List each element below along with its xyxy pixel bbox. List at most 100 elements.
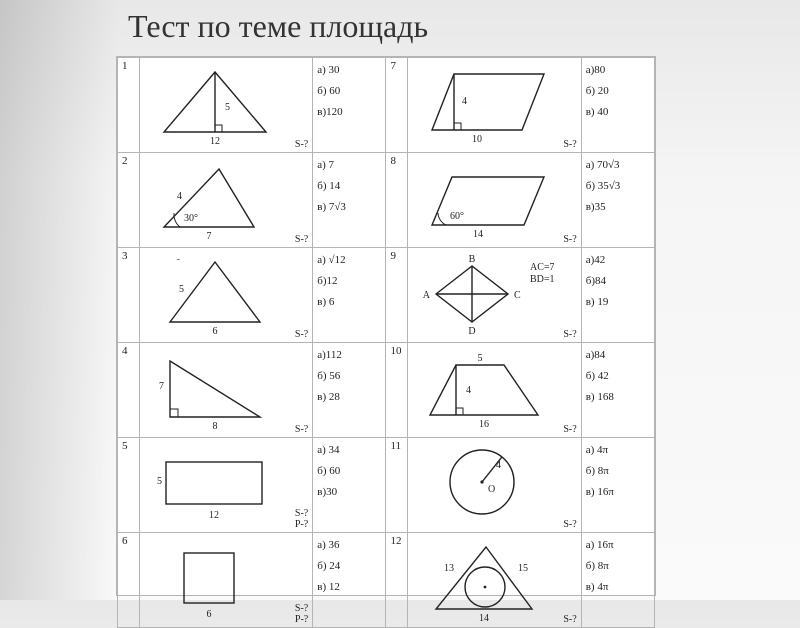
answer-option: б) 20 xyxy=(586,81,650,102)
figure-cell: 5˜6S-? xyxy=(139,248,312,343)
svg-text:˜: ˜ xyxy=(177,258,181,269)
answer-option: б) 8π xyxy=(586,556,650,577)
figure-svg: 4 10 xyxy=(412,60,576,150)
answers-cell: а) √12б)12в) 6 xyxy=(313,248,386,343)
svg-text:D: D xyxy=(469,326,476,337)
svg-text:8: 8 xyxy=(212,421,217,432)
answers-cell: а)80б) 20в) 40 xyxy=(581,58,654,153)
svg-text:A: A xyxy=(423,290,431,301)
svg-text:4: 4 xyxy=(466,385,471,396)
svg-text:14: 14 xyxy=(473,229,483,240)
figure-cell: 78S-? xyxy=(139,343,312,438)
answer-option: б)84 xyxy=(586,271,650,292)
answer-option: б) 35√3 xyxy=(586,176,650,197)
figure-caption: S-? P-? xyxy=(295,603,308,625)
answers-cell: а) 36б) 24в) 12 xyxy=(313,533,386,628)
figure-cell: 5416S-? xyxy=(408,343,581,438)
question-number: 10 xyxy=(386,343,408,438)
figure-caption: S-? xyxy=(563,329,576,340)
answer-option: в) 4π xyxy=(586,577,650,598)
figure-caption: S-? xyxy=(295,424,308,435)
answer-option: а) 16π xyxy=(586,535,650,556)
question-number: 4 xyxy=(118,343,140,438)
figure-svg: 6 xyxy=(144,535,308,625)
table-row: 5512S-? P-?а) 34б) 60в)30114OS-?а) 4πб) … xyxy=(118,438,655,533)
figure-caption: S-? xyxy=(563,424,576,435)
svg-text:10: 10 xyxy=(472,134,482,145)
figure-caption: S-? xyxy=(563,614,576,625)
answers-cell: а) 4πб) 8πв) 16π xyxy=(581,438,654,533)
figure-svg: 5˜6 xyxy=(144,250,308,340)
answer-option: а)42 xyxy=(586,250,650,271)
answer-option: а)80 xyxy=(586,60,650,81)
answer-option: б) 14 xyxy=(317,176,381,197)
answers-cell: а) 70√3б) 35√3в)35 xyxy=(581,153,654,248)
figure-cell: 60° 14 S-? xyxy=(408,153,581,248)
svg-text:BD=12: BD=12 xyxy=(530,274,554,285)
svg-text:15: 15 xyxy=(518,563,528,574)
answer-option: а) 34 xyxy=(317,440,381,461)
svg-text:12: 12 xyxy=(209,510,219,521)
svg-text:O: O xyxy=(488,484,495,495)
background-shadow xyxy=(0,0,120,600)
figure-cell: 4OS-? xyxy=(408,438,581,533)
figure-caption: S-? xyxy=(295,139,308,150)
answer-option: в) 28 xyxy=(317,387,381,408)
answer-option: б) 60 xyxy=(317,81,381,102)
svg-text:5: 5 xyxy=(225,102,230,113)
question-number: 2 xyxy=(118,153,140,248)
answer-option: в)35 xyxy=(586,197,650,218)
answer-option: а) √12 xyxy=(317,250,381,271)
svg-text:4: 4 xyxy=(496,460,501,471)
answer-option: в)30 xyxy=(317,482,381,503)
table-row: 66S-? P-?а) 36б) 24в) 1212131514S-?а) 16… xyxy=(118,533,655,628)
svg-text:13: 13 xyxy=(444,563,454,574)
svg-text:5: 5 xyxy=(157,476,162,487)
svg-text:4: 4 xyxy=(462,96,467,107)
svg-text:B: B xyxy=(469,254,476,265)
figure-cell: 4 10 S-? xyxy=(408,58,581,153)
table-row: 1512S-?а) 30б) 60в)1207410S-?а)80б) 20в)… xyxy=(118,58,655,153)
svg-text:4: 4 xyxy=(177,191,182,202)
answer-option: а) 36 xyxy=(317,535,381,556)
answer-option: б) 56 xyxy=(317,366,381,387)
figure-svg: 5416 xyxy=(412,345,576,435)
figure-cell: 13 15 14 S-? xyxy=(408,533,581,628)
figure-caption: S-? xyxy=(295,329,308,340)
figure-caption: S-? xyxy=(563,519,576,530)
answer-option: б) 60 xyxy=(317,461,381,482)
figure-svg: 13 15 14 xyxy=(412,535,576,625)
question-number: 7 xyxy=(386,58,408,153)
answer-option: в) 7√3 xyxy=(317,197,381,218)
figure-cell: 512S-? xyxy=(139,58,312,153)
figure-cell: 430°7S-? xyxy=(139,153,312,248)
figure-cell: ABCDAC=7BD=12S-? xyxy=(408,248,581,343)
answers-cell: а)112б) 56в) 28 xyxy=(313,343,386,438)
table-row: 35˜6S-?а) √12б)12в) 69ABCDAC=7BD=12S-?а)… xyxy=(118,248,655,343)
figure-svg: 78 xyxy=(144,345,308,435)
svg-text:16: 16 xyxy=(479,419,489,430)
answers-cell: а) 16πб) 8πв) 4π xyxy=(581,533,654,628)
answer-option: в) 6 xyxy=(317,292,381,313)
answers-cell: а)42б)84в) 19 xyxy=(581,248,654,343)
figure-caption: S-? xyxy=(563,139,576,150)
figure-svg: 5 12 xyxy=(144,440,308,530)
answers-cell: а) 7б) 14в) 7√3 xyxy=(313,153,386,248)
figure-svg: 4O xyxy=(412,440,576,530)
question-number: 9 xyxy=(386,248,408,343)
svg-text:7: 7 xyxy=(206,231,211,242)
answer-option: в) 19 xyxy=(586,292,650,313)
table-row: 478S-?а)112б) 56в) 28105416S-?а)84б) 42в… xyxy=(118,343,655,438)
svg-text:14: 14 xyxy=(479,613,489,624)
figure-caption: S-? xyxy=(563,234,576,245)
quiz-table: 1512S-?а) 30б) 60в)1207410S-?а)80б) 20в)… xyxy=(117,57,655,628)
answers-cell: а) 30б) 60в)120 xyxy=(313,58,386,153)
figure-svg: 512 xyxy=(144,60,308,150)
figure-caption: S-? P-? xyxy=(295,508,308,530)
table-row: 2430°7S-?а) 7б) 14в) 7√3860°14S-?а) 70√3… xyxy=(118,153,655,248)
answer-option: б) 8π xyxy=(586,461,650,482)
answer-option: в) 12 xyxy=(317,577,381,598)
question-number: 3 xyxy=(118,248,140,343)
svg-text:60°: 60° xyxy=(450,211,464,222)
question-number: 1 xyxy=(118,58,140,153)
